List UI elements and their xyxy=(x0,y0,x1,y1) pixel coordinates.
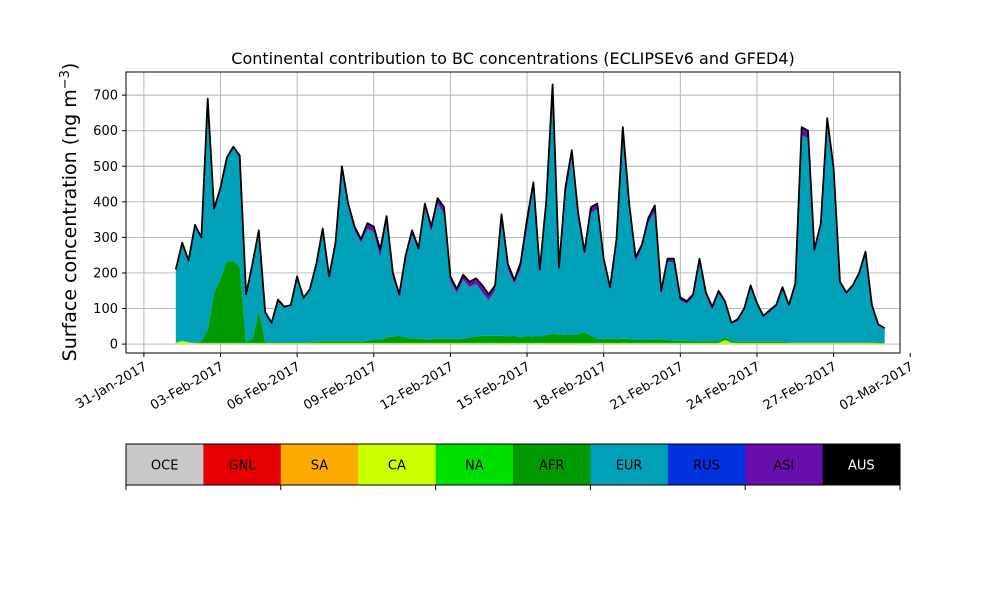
colorbar-label-rus: RUS xyxy=(693,459,720,474)
y-tick-label: 0 xyxy=(110,338,118,353)
colorbar: OCE GNL SA CA NA AFR EUR RUS ASI AUS xyxy=(126,444,901,490)
y-tick-label: 600 xyxy=(93,124,118,139)
colorbar-label-sa: SA xyxy=(311,459,328,474)
y-tick-label: 100 xyxy=(93,302,118,317)
y-tick-label: 700 xyxy=(93,89,118,104)
y-tick-label: 200 xyxy=(93,266,118,281)
y-tick-label: 400 xyxy=(93,195,118,210)
y-axis-label: Surface concentration (ng m−3) xyxy=(58,63,81,362)
colorbar-label-ca: CA xyxy=(388,459,406,474)
colorbar-label-afr: AFR xyxy=(539,459,564,474)
y-axis-label-main: Surface concentration (ng m xyxy=(59,89,81,361)
colorbar-label-asi: ASI xyxy=(773,459,794,474)
y-axis-label-exponent: −3 xyxy=(58,70,73,89)
y-tick-label: 500 xyxy=(93,160,118,175)
colorbar-label-aus: AUS xyxy=(848,459,875,474)
chart-title: Continental contribution to BC concentra… xyxy=(231,49,794,68)
colorbar-label-oce: OCE xyxy=(151,459,179,474)
colorbar-label-gnl: GNL xyxy=(229,459,257,474)
colorbar-label-eur: EUR xyxy=(616,459,643,474)
y-tick-label: 300 xyxy=(93,231,118,246)
y-axis-label-close: ) xyxy=(59,63,81,70)
colorbar-label-na: NA xyxy=(465,459,484,474)
